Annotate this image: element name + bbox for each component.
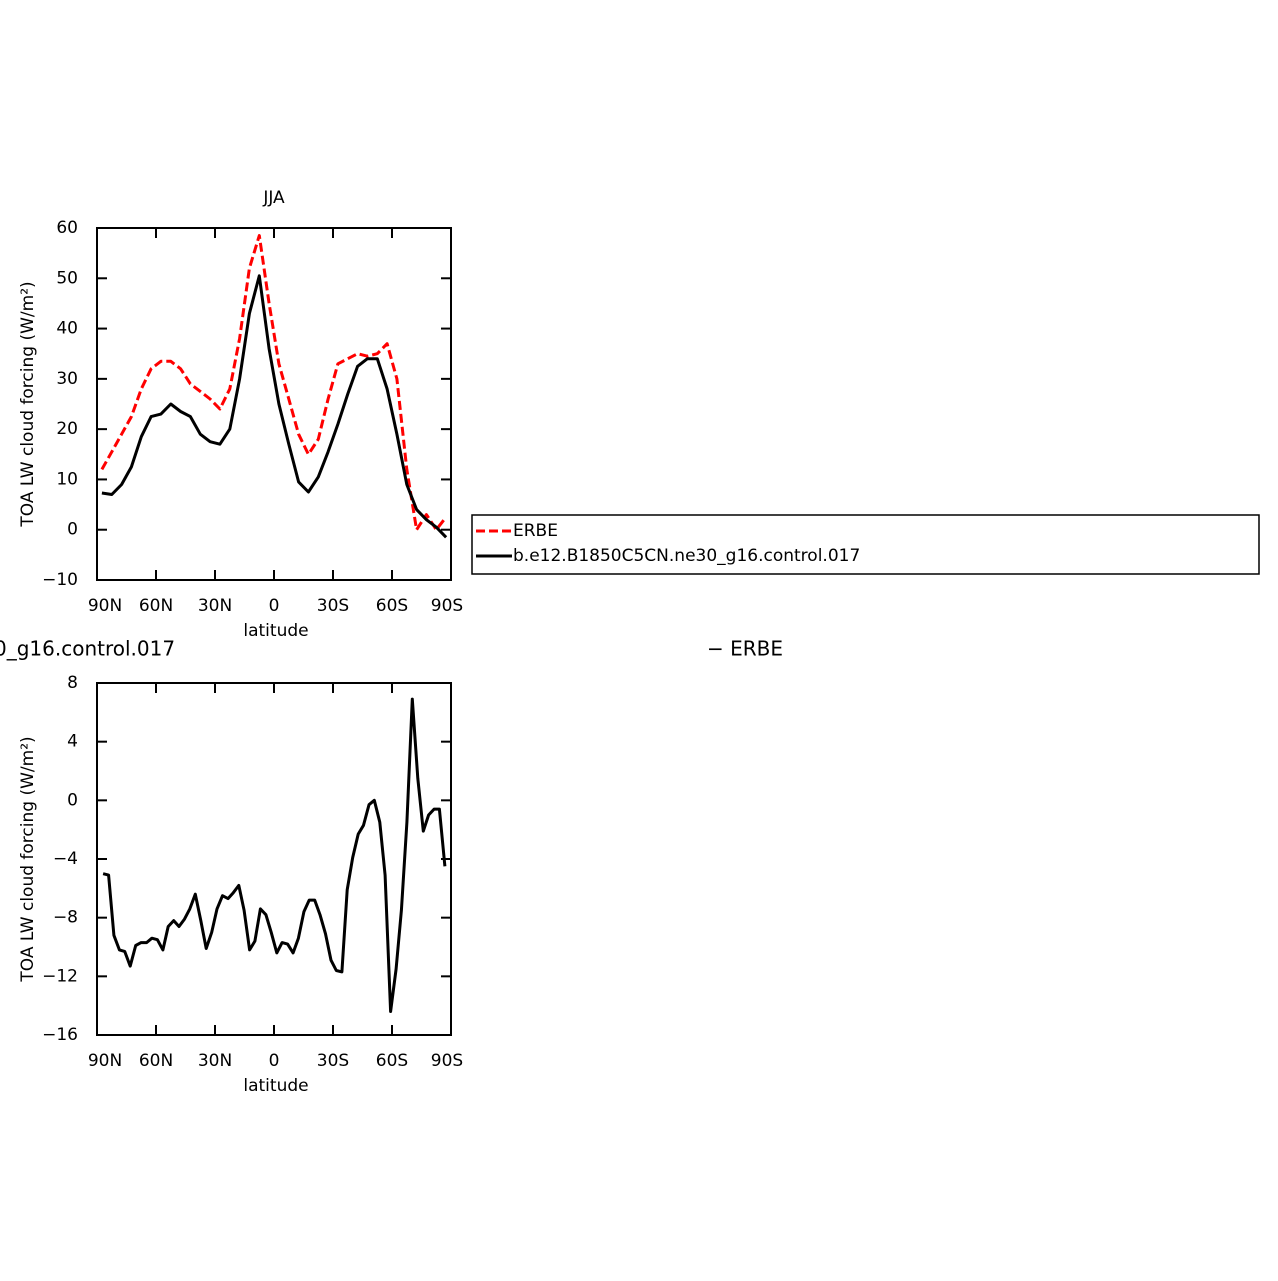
y-axis-label: TOA LW cloud forcing (W/m²) [18,736,38,982]
x-tick-label: 0 [269,1051,280,1071]
y-tick-label: 0 [67,790,78,810]
x-axis-label: latitude [243,1076,308,1096]
y-tick-label: −10 [42,570,78,590]
y-axis-label: TOA LW cloud forcing (W/m²) [18,281,38,527]
y-tick-label: 8 [67,673,78,693]
series-line [102,697,447,1013]
x-tick-label: 30N [198,596,232,616]
y-tick-label: −4 [53,849,78,869]
x-tick-label: 90N [88,1051,122,1071]
chart-title: JJA [262,188,285,208]
y-tick-label: 30 [56,369,78,389]
x-tick-label: 30S [317,596,349,616]
legend-label: b.e12.B1850C5CN.ne30_g16.control.017 [513,546,860,566]
y-tick-label: 60 [56,218,78,238]
x-tick-label: 90N [88,596,122,616]
x-tick-label: 60N [139,596,173,616]
plot-frame [96,227,452,581]
y-tick-label: 40 [56,319,78,339]
y-tick-label: 10 [56,469,78,489]
x-tick-label: 60N [139,1051,173,1071]
y-tick-label: 50 [56,268,78,288]
y-tick-label: 0 [67,520,78,540]
legend-box [471,514,1260,575]
y-tick-label: −12 [42,966,78,986]
chart-title: 0_g16.control.017 [0,637,175,661]
x-tick-label: 90S [431,596,463,616]
x-tick-label: 0 [269,596,280,616]
y-tick-label: −8 [53,908,78,928]
y-tick-label: 4 [67,732,78,752]
legend-label: ERBE [513,521,558,541]
x-tick-label: 60S [376,1051,408,1071]
series-line [101,274,448,539]
y-tick-label: 20 [56,419,78,439]
y-tick-label: −16 [42,1025,78,1045]
x-tick-label: 30S [317,1051,349,1071]
series-line [100,234,448,532]
x-tick-label: 60S [376,596,408,616]
chart-title: − ERBE [707,637,783,661]
plot-frame [96,682,452,1036]
x-tick-label: 90S [431,1051,463,1071]
x-axis-label: latitude [243,621,308,641]
x-tick-label: 30N [198,1051,232,1071]
